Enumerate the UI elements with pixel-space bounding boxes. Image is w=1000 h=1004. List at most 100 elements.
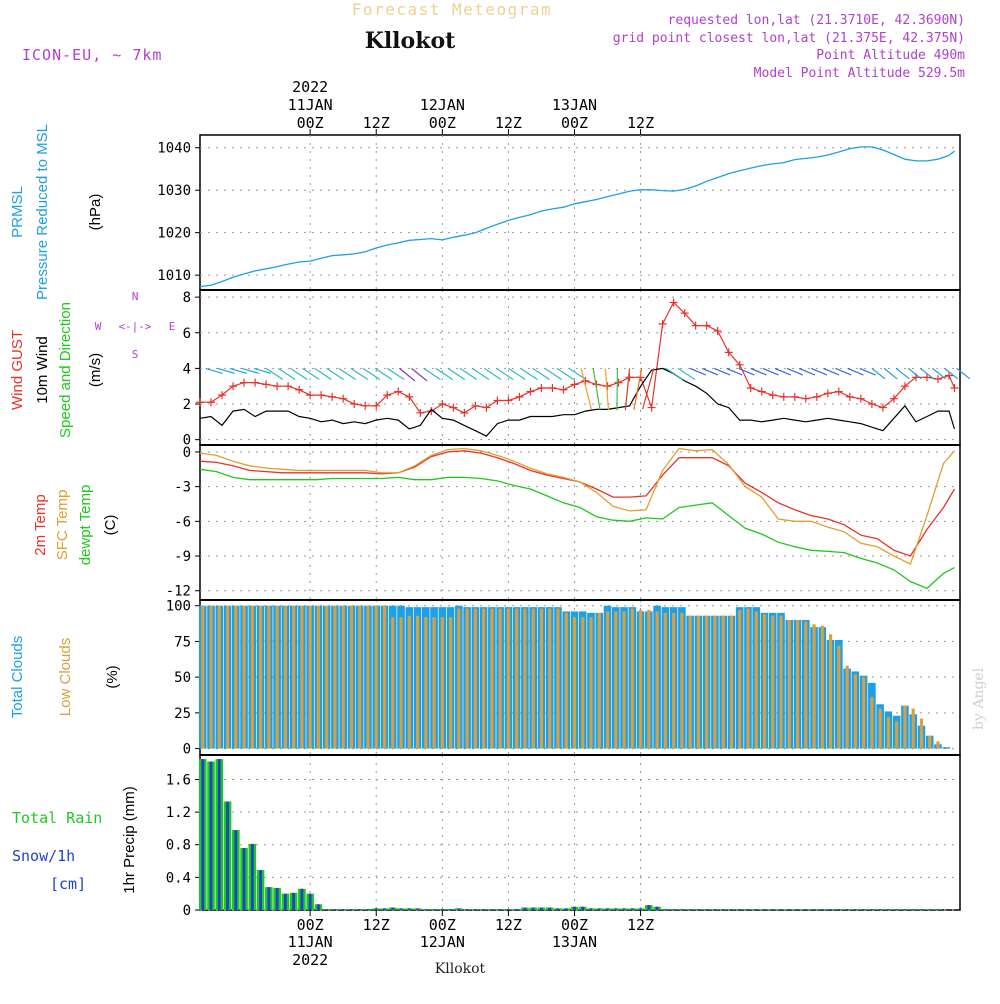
temperature-ytick-label: -3 [174, 480, 191, 496]
snow-bar [589, 908, 593, 910]
low-cloud-bar [903, 705, 907, 749]
wind-ytick-label: 0 [183, 433, 191, 449]
low-cloud-bar [482, 608, 486, 749]
wind-direction-arrow [738, 367, 755, 376]
low-cloud-bar [258, 605, 263, 749]
low-cloud-bar [399, 617, 403, 749]
low-cloud-bar [374, 605, 378, 749]
low-cloud-bar [234, 605, 238, 749]
gust-marker [317, 391, 326, 400]
precip-ytick-label: 1.2 [166, 805, 191, 821]
low-cloud-bar [440, 617, 444, 749]
gust-marker [625, 373, 634, 382]
wind-direction-arrow [823, 367, 840, 376]
low-cloud-bar [225, 605, 230, 749]
gust-marker [856, 394, 865, 403]
low-cloud-bar [828, 634, 833, 749]
pressure-ytick-label: 1020 [157, 226, 191, 242]
snow-bar [763, 909, 766, 910]
low-cloud-bar [911, 708, 915, 749]
snow-bar [804, 909, 808, 910]
low-cloud-bar [539, 608, 544, 749]
precip-ytick-label: 0 [183, 903, 191, 919]
dewpt-temp-line [199, 468, 955, 590]
gust-marker [416, 408, 425, 417]
pressure-frame [199, 134, 961, 291]
gust-marker [878, 403, 887, 412]
wind-direction-arrow [604, 368, 610, 411]
model-altitude: Model Point Altitude 529.5m [754, 66, 965, 81]
snow-bar [457, 908, 461, 910]
wind-direction-arrow [642, 368, 655, 410]
gust-marker [790, 392, 799, 401]
low-cloud-bar [300, 605, 304, 749]
top-time-label: 00Z [561, 114, 588, 132]
low-clouds-axis-label: Low Clouds [57, 638, 74, 716]
low-cloud-bar [647, 610, 651, 749]
low-cloud-bar [531, 608, 535, 749]
low-cloud-bar [705, 615, 709, 749]
precip-axis-label: 1hr Precip (mm) [121, 786, 138, 894]
snow-label: Snow/1h [12, 847, 75, 865]
gust-marker [537, 383, 546, 392]
low-cloud-bar [515, 608, 519, 749]
snow-bar [771, 909, 775, 910]
wind-direction-arrow [633, 368, 643, 410]
total-clouds-axis-label: Total Clouds [9, 636, 26, 719]
bottom-date-label: 11JAN [288, 933, 333, 951]
low-cloud-bar [589, 617, 593, 749]
low-cloud-bar [655, 611, 659, 749]
snow-bar [895, 909, 899, 910]
wind-direction-arrow [314, 367, 332, 380]
temp-unit-label: (C) [102, 515, 119, 536]
gust-marker [240, 378, 249, 387]
precip-ytick-label: 1.6 [166, 772, 191, 788]
total-cloud-bar [942, 747, 951, 749]
wind-direction-arrow [532, 367, 550, 380]
snow-bar [820, 909, 824, 910]
gust-marker [295, 385, 304, 394]
low-cloud-bar [762, 614, 767, 749]
wind-direction-arrow [520, 367, 538, 380]
wind-direction-arrow [883, 367, 898, 380]
low-cloud-bar [837, 645, 841, 749]
wind-direction-arrow [624, 368, 631, 411]
snow-bar [473, 909, 477, 910]
wind-direction-arrow [217, 367, 235, 374]
snow-bar [449, 909, 452, 910]
wind-direction-arrow [277, 367, 296, 380]
top-time-label: 12Z [627, 114, 654, 132]
precip-ytick-label: 0.8 [166, 838, 191, 854]
gust-marker [548, 383, 557, 392]
wind-direction-arrow [907, 367, 922, 380]
snow-bar [837, 909, 841, 910]
gust-marker [702, 321, 711, 330]
low-cloud-bar [795, 620, 800, 749]
low-cloud-bar [638, 610, 643, 749]
low-cloud-bar [812, 624, 816, 749]
low-cloud-bar [358, 605, 362, 749]
snow-bar [754, 909, 758, 910]
snow-unit-label: [cm] [50, 875, 86, 893]
snow-bar [341, 909, 345, 910]
point-altitude: Point Altitude 490m [816, 48, 965, 63]
snow-bar [730, 909, 733, 910]
gust-marker [746, 383, 755, 392]
wind-direction-arrow [798, 367, 816, 376]
clouds-ytick-label: 50 [174, 670, 191, 686]
snow-bar [531, 907, 535, 910]
gust-marker [218, 391, 227, 400]
low-cloud-bar [217, 605, 221, 749]
low-cloud-bar [895, 721, 899, 749]
snow-bar [201, 759, 205, 910]
gust-marker [950, 383, 959, 392]
bottom-date-label: 12JAN [420, 933, 465, 951]
gust-marker [647, 403, 656, 412]
snow-bar [217, 759, 221, 910]
wind-direction-arrow [919, 367, 934, 380]
wind-direction-arrow [544, 367, 562, 380]
gust-marker [559, 385, 568, 394]
low-cloud-bar [349, 605, 354, 749]
snow-bar [614, 908, 618, 910]
